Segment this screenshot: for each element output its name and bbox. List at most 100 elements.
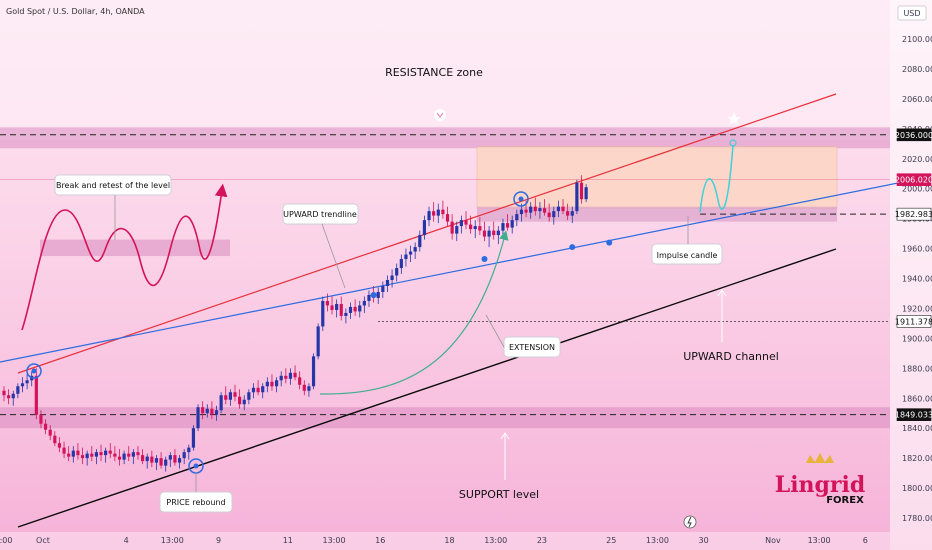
projection-path <box>699 144 734 213</box>
y-tick-label: 1960.000 <box>902 245 932 254</box>
candle-body <box>408 251 413 255</box>
swing-point <box>569 244 576 251</box>
candle-body <box>164 459 168 466</box>
candle-body <box>48 429 52 436</box>
break-retest-label: Break and retest of the level <box>56 181 170 190</box>
swing-point <box>481 256 488 263</box>
candle-body <box>251 387 256 393</box>
candle-body <box>339 303 343 316</box>
candle-body <box>441 209 445 215</box>
resistance-trendline <box>17 93 837 374</box>
target-zone <box>476 146 838 209</box>
break-retest-callout: Break and retest of the level <box>54 174 172 240</box>
candle-body <box>348 306 353 313</box>
price-rebound-label: PRICE rebound <box>166 498 225 507</box>
candle-body <box>242 399 246 405</box>
upward-channel-callout: UPWARD channel <box>683 289 779 363</box>
candle-body <box>11 393 15 399</box>
candle-body <box>150 456 154 463</box>
x-tick-label: Nov <box>765 536 781 545</box>
candle-body <box>436 209 440 216</box>
candle-body <box>335 303 339 310</box>
candle-body <box>279 375 283 381</box>
price-label-text: 2006.020 <box>895 176 932 185</box>
currency-box[interactable] <box>897 5 927 21</box>
candle-body <box>505 223 510 228</box>
support-zone <box>0 407 890 429</box>
upward-trendline-label: UPWARD trendline <box>283 210 357 219</box>
y-tick-label: 1900.000 <box>902 334 932 343</box>
projection-target <box>729 139 737 147</box>
candle-body <box>376 291 380 298</box>
price-label-text: 1982.983 <box>895 210 932 219</box>
swing-point <box>370 291 377 298</box>
candle-body <box>43 423 48 430</box>
candle-body <box>547 212 551 218</box>
star-icon <box>727 112 741 125</box>
candle-body <box>524 209 528 213</box>
candle-body <box>284 375 288 379</box>
touch-circle <box>26 363 42 379</box>
candle-body <box>173 455 177 463</box>
candle-body <box>418 235 422 248</box>
candle-body <box>362 300 366 306</box>
candle-body <box>533 206 537 212</box>
retest-zone <box>40 239 230 257</box>
touch-dot <box>31 368 37 374</box>
resistance-marker-icon[interactable] <box>434 109 446 121</box>
candle-body <box>584 187 588 200</box>
upward-trendline-callout: UPWARD trendline <box>282 203 359 289</box>
candle-body <box>238 396 242 405</box>
candle-body <box>20 383 25 387</box>
candle-body <box>413 247 417 252</box>
candle-body <box>561 206 565 212</box>
candle-body <box>108 450 112 454</box>
extension-pointer <box>485 314 505 348</box>
candle-body <box>265 381 269 387</box>
x-tick-label: 4 <box>124 536 129 545</box>
crown-icon <box>806 453 834 463</box>
x-tick-label: 9 <box>216 536 221 545</box>
candle-body <box>136 452 140 456</box>
candle-body <box>224 395 228 400</box>
flash-event-icon[interactable] <box>683 515 697 529</box>
price-rebound-callout: PRICE rebound <box>159 472 233 513</box>
support-level-arrowhead <box>500 432 510 440</box>
y-tick-label: 1800.000 <box>902 484 932 493</box>
candle-body <box>85 453 89 459</box>
price-label-box <box>896 207 932 221</box>
candle-body <box>515 214 519 221</box>
candle-body <box>579 182 584 200</box>
candle-body <box>316 326 320 357</box>
candle-body <box>7 395 11 399</box>
candle-body <box>570 211 574 216</box>
touch-dot <box>518 196 524 202</box>
swing-point <box>606 239 613 246</box>
candle-body <box>99 452 103 456</box>
price-label-box <box>896 315 932 328</box>
break-retest-box <box>54 174 172 196</box>
candle-body <box>482 230 487 237</box>
candle-body <box>122 453 126 460</box>
candle-body <box>288 372 293 379</box>
candle-body <box>496 230 500 236</box>
candle-body <box>62 447 66 454</box>
candle-body <box>191 428 196 448</box>
candle-body <box>469 224 473 230</box>
candle-body <box>2 390 6 396</box>
impulse-candle-callout: Impulse candle <box>651 216 723 265</box>
y-tick-label: 2100.000 <box>902 35 932 44</box>
candle-body <box>94 452 98 457</box>
candle-body <box>473 226 477 230</box>
candle-body <box>501 223 505 231</box>
x-tick-label: 11 <box>283 536 293 545</box>
chart-title: Gold Spot / U.S. Dollar, 4h, OANDA <box>6 7 145 16</box>
candle-body <box>464 220 468 225</box>
touch-dot <box>193 463 199 469</box>
candle-body <box>131 452 135 457</box>
candle-body <box>293 372 297 378</box>
x-tick-label: 13:00 <box>322 536 345 545</box>
candle-body <box>270 381 274 387</box>
